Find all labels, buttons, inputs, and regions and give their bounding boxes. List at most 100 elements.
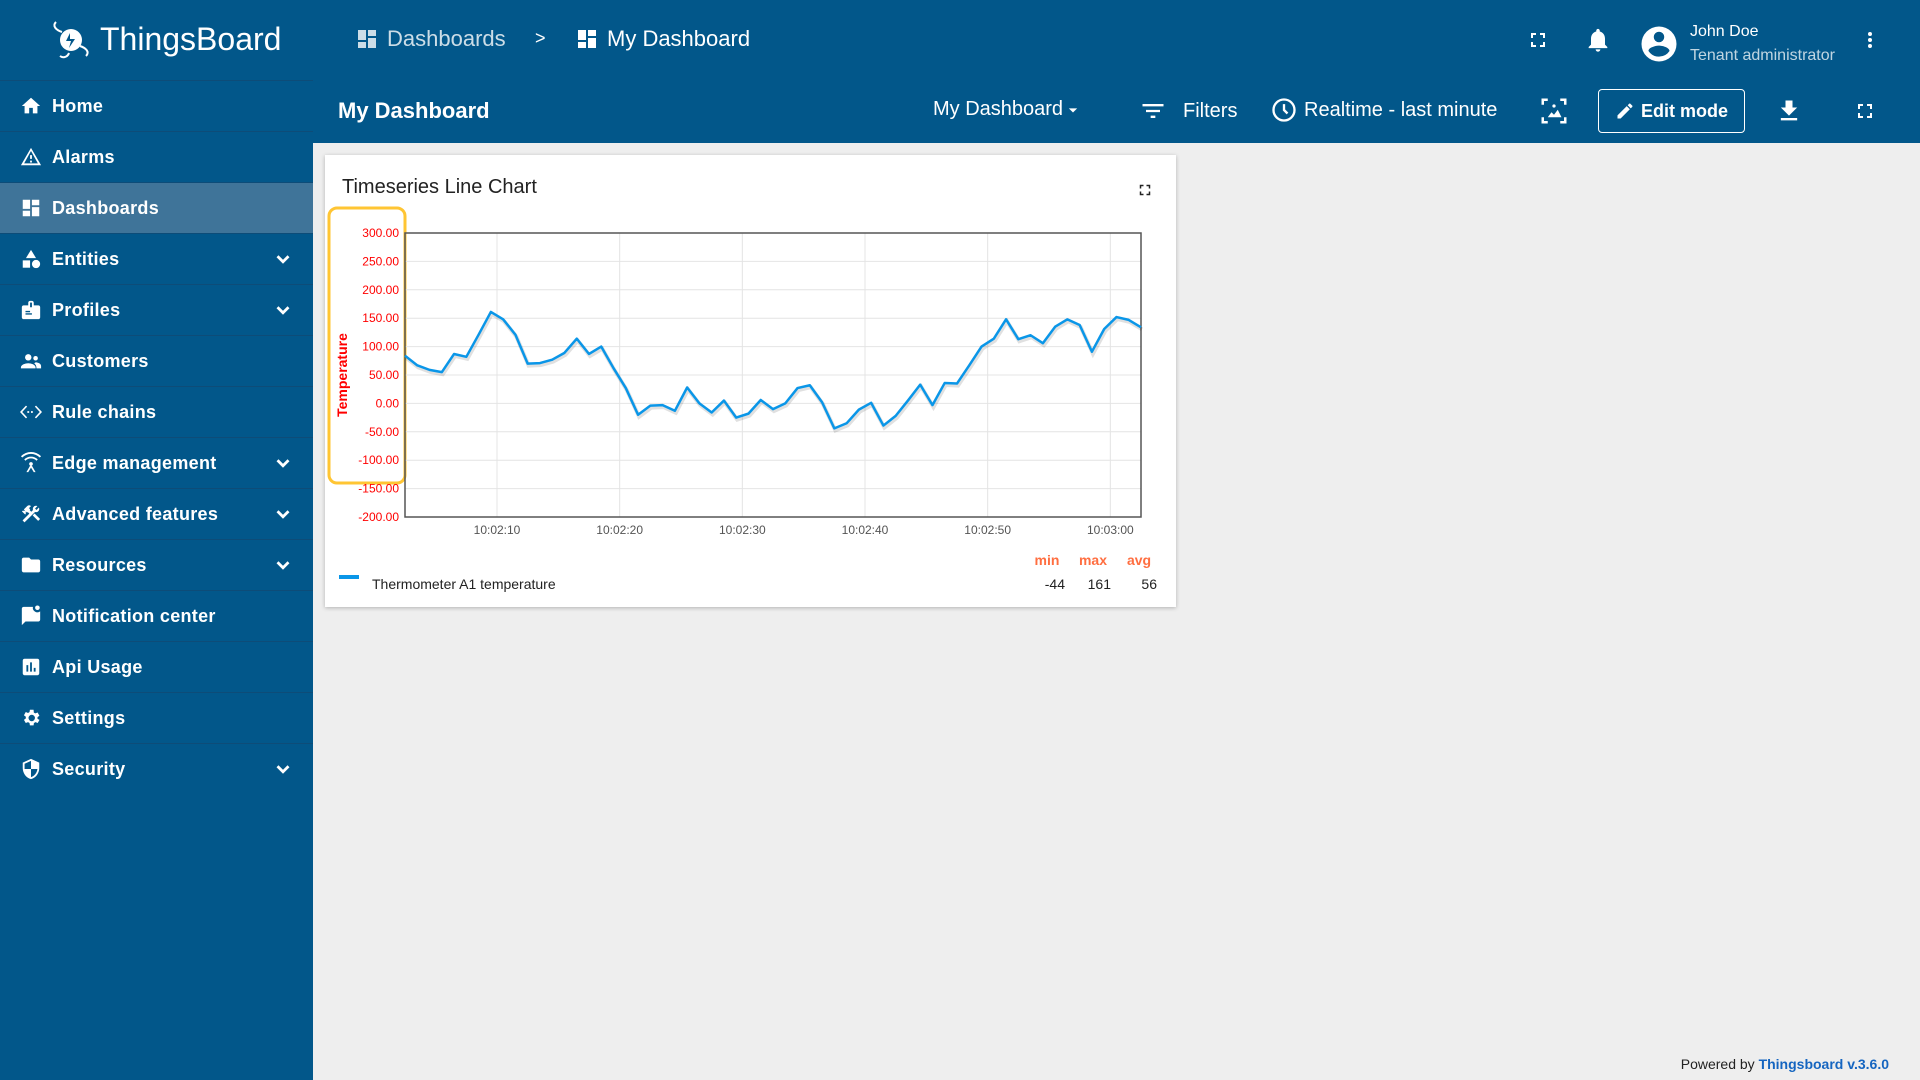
legend-min-value: -44	[1044, 576, 1065, 592]
sidebar-item-label: Alarms	[52, 146, 115, 167]
sidebar-item-label: Dashboards	[52, 197, 160, 218]
fullscreen-button[interactable]	[1526, 28, 1550, 52]
chevron-down-icon[interactable]	[272, 758, 294, 785]
sidebar-item-home[interactable]: Home	[0, 80, 313, 131]
breadcrumb-my-dashboard: My Dashboard	[575, 26, 750, 52]
y-tick-label: 200.00	[362, 283, 399, 297]
chevron-down-icon	[1068, 107, 1078, 112]
app-name: ThingsBoard	[100, 20, 282, 57]
sidebar-item-entities[interactable]: Entities	[0, 233, 313, 284]
widget-title: Timeseries Line Chart	[342, 176, 537, 198]
y-tick-label: -200.00	[358, 510, 399, 524]
legend-max-value: 161	[1087, 576, 1111, 592]
sidebar-item-label: Settings	[52, 707, 126, 728]
bell-icon	[1588, 28, 1608, 52]
footer-prefix: Powered by	[1680, 1056, 1755, 1072]
chevron-down-icon[interactable]	[272, 554, 294, 581]
footer-version-link[interactable]: Thingsboard v.3.6.0	[1758, 1056, 1889, 1072]
page-title: My Dashboard	[338, 98, 490, 123]
sidebar-item-label: Notification center	[52, 605, 216, 626]
timewindow-button[interactable]: Realtime - last minute	[1270, 96, 1497, 124]
footer: Powered by Thingsboard v.3.6.0	[1681, 1056, 1889, 1072]
x-tick-label: 10:02:30	[719, 523, 766, 537]
x-tick-label: 10:02:10	[474, 523, 521, 537]
legend-header-max: max	[1078, 552, 1108, 568]
y-tick-label: -50.00	[365, 425, 399, 439]
category-icon	[20, 248, 42, 270]
state-select-label: My Dashboard	[933, 98, 1064, 120]
sidebar-item-alarms[interactable]: Alarms	[0, 131, 313, 182]
x-tick-label: 10:02:40	[842, 523, 889, 537]
dashboard-icon	[578, 30, 596, 48]
more-vert-icon	[1868, 32, 1872, 48]
sidebar: ThingsBoard Home Alarms Dashboards Entities…	[0, 0, 313, 1080]
sidebar-item-label: Advanced features	[52, 503, 219, 524]
construction-icon	[20, 503, 42, 525]
breadcrumb-dashboards[interactable]: Dashboards	[355, 26, 506, 52]
user-menu[interactable]: John Doe Tenant administrator	[1638, 20, 1835, 68]
widget-fullscreen-button[interactable]	[1136, 181, 1154, 204]
user-name: John Doe	[1690, 23, 1759, 40]
line-chart: 300.00 250.00 200.00 150.00 100.00 50.00 0.00 -…	[327, 206, 1144, 537]
chevron-down-icon[interactable]	[272, 248, 294, 275]
y-tick-label: 0.00	[376, 396, 400, 410]
sidebar-item-edge-management[interactable]: Edge management	[0, 437, 313, 488]
breadcrumb-label: Dashboards	[387, 26, 506, 51]
chevron-down-icon[interactable]	[272, 299, 294, 326]
sidebar-item-notification-center[interactable]: Notification center	[0, 590, 313, 641]
timewindow-label: Realtime - last minute	[1304, 98, 1498, 121]
pencil-icon	[1617, 103, 1633, 119]
breadcrumb-separator: >	[535, 28, 546, 48]
export-image-button[interactable]	[1539, 96, 1569, 126]
sidebar-item-advanced-features[interactable]: Advanced features	[0, 488, 313, 539]
download-icon	[1780, 100, 1798, 121]
more-menu-button[interactable]	[1858, 28, 1882, 52]
legend-avg-value: 56	[1141, 576, 1157, 592]
dashboard-state-select[interactable]: My Dashboard	[933, 98, 1083, 121]
router-icon	[20, 452, 42, 474]
sidebar-item-label: Resources	[52, 554, 147, 575]
timeseries-widget: Timeseries Line Chart 300.00 250.00 200.00…	[325, 155, 1176, 607]
filters-label: Filters	[1183, 99, 1238, 122]
clock-icon	[1272, 98, 1296, 122]
dashboard-icon	[358, 30, 376, 48]
download-button[interactable]	[1775, 97, 1803, 125]
sidebar-item-resources[interactable]: Resources	[0, 539, 313, 590]
fullscreen-icon	[1858, 104, 1872, 118]
edit-mode-label: Edit mode	[1640, 100, 1728, 121]
legend-series-name[interactable]: Thermometer A1 temperature	[372, 576, 556, 592]
people-icon	[20, 350, 42, 372]
sidebar-item-dashboards[interactable]: Dashboards	[0, 182, 313, 233]
edit-mode-button[interactable]: Edit mode	[1598, 89, 1745, 133]
sidebar-item-label: Edge management	[52, 452, 217, 473]
chevron-down-icon[interactable]	[272, 452, 294, 479]
series-line-shadow	[404, 311, 1144, 433]
thingsboard-logo-icon	[53, 21, 89, 59]
chevron-down-icon[interactable]	[272, 503, 294, 530]
x-tick-label: 10:03:00	[1087, 523, 1134, 537]
sidebar-item-profiles[interactable]: Profiles	[0, 284, 313, 335]
gear-icon	[20, 707, 42, 729]
logo[interactable]: ThingsBoard	[48, 16, 281, 62]
sidebar-item-api-usage[interactable]: Api Usage	[0, 641, 313, 692]
home-icon	[20, 95, 42, 117]
badge-icon	[20, 299, 42, 321]
sidebar-item-label: Customers	[52, 350, 149, 371]
y-tick-label: 250.00	[362, 254, 399, 268]
dashboard-fullscreen-button[interactable]	[1853, 99, 1877, 123]
breadcrumb-label: My Dashboard	[607, 26, 751, 51]
notifications-button[interactable]	[1584, 26, 1612, 54]
account-circle-icon	[1641, 26, 1677, 62]
sidebar-item-label: Profiles	[52, 299, 121, 320]
sidebar-item-customers[interactable]: Customers	[0, 335, 313, 386]
sidebar-item-security[interactable]: Security	[0, 743, 313, 794]
y-tick-label: -100.00	[358, 453, 399, 467]
sidebar-item-rule-chains[interactable]: Rule chains	[0, 386, 313, 437]
sidebar-item-label: Rule chains	[52, 401, 157, 422]
y-tick-label: 50.00	[369, 368, 399, 382]
sidebar-item-settings[interactable]: Settings	[0, 692, 313, 743]
y-axis-label: Temperature	[334, 333, 350, 417]
shield-icon	[20, 758, 42, 780]
fullscreen-icon	[1531, 33, 1545, 47]
filters-button[interactable]: Filters	[1139, 97, 1237, 125]
